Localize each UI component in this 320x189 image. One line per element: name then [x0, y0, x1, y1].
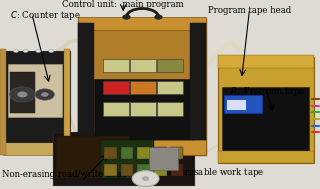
FancyBboxPatch shape [222, 87, 309, 151]
Circle shape [132, 171, 159, 187]
Circle shape [17, 91, 28, 98]
Text: Non-erasing read/write head: Non-erasing read/write head [2, 170, 126, 179]
Text: $P$:  Program tape: $P$: Program tape [230, 85, 306, 98]
FancyBboxPatch shape [0, 49, 6, 155]
Circle shape [142, 177, 149, 180]
FancyBboxPatch shape [104, 147, 117, 159]
Circle shape [123, 15, 130, 19]
FancyBboxPatch shape [157, 102, 183, 116]
FancyBboxPatch shape [190, 23, 206, 140]
FancyBboxPatch shape [121, 164, 133, 176]
FancyBboxPatch shape [218, 151, 314, 163]
FancyBboxPatch shape [130, 102, 156, 116]
FancyBboxPatch shape [171, 147, 183, 159]
FancyBboxPatch shape [78, 19, 206, 155]
FancyBboxPatch shape [154, 147, 167, 159]
FancyBboxPatch shape [3, 51, 70, 142]
Circle shape [155, 15, 162, 19]
FancyBboxPatch shape [103, 59, 129, 72]
FancyBboxPatch shape [224, 94, 262, 113]
Text: Control unit:  main program: Control unit: main program [62, 0, 184, 9]
FancyBboxPatch shape [154, 164, 167, 176]
FancyBboxPatch shape [53, 132, 194, 185]
FancyBboxPatch shape [218, 57, 314, 163]
FancyBboxPatch shape [157, 81, 183, 94]
FancyBboxPatch shape [103, 102, 129, 116]
FancyBboxPatch shape [94, 79, 190, 144]
FancyBboxPatch shape [10, 72, 35, 113]
FancyBboxPatch shape [227, 100, 246, 110]
Text: $C$: Counter tape: $C$: Counter tape [10, 9, 80, 22]
Circle shape [10, 87, 35, 102]
FancyBboxPatch shape [130, 59, 156, 72]
FancyBboxPatch shape [137, 164, 150, 176]
FancyBboxPatch shape [157, 59, 183, 72]
FancyBboxPatch shape [64, 49, 70, 155]
Circle shape [35, 89, 54, 100]
Circle shape [23, 50, 28, 53]
Text: Program tape head: Program tape head [208, 6, 291, 15]
FancyBboxPatch shape [149, 147, 178, 170]
FancyBboxPatch shape [78, 23, 94, 140]
FancyBboxPatch shape [8, 64, 62, 117]
Circle shape [41, 92, 49, 97]
FancyBboxPatch shape [137, 147, 150, 159]
FancyBboxPatch shape [3, 140, 70, 155]
FancyBboxPatch shape [56, 136, 129, 178]
FancyBboxPatch shape [121, 147, 133, 159]
FancyBboxPatch shape [78, 140, 206, 155]
Text: $W$:  Non-erasable work tape: $W$: Non-erasable work tape [141, 166, 264, 179]
FancyBboxPatch shape [101, 140, 154, 178]
Circle shape [36, 50, 41, 53]
Circle shape [13, 50, 19, 53]
FancyBboxPatch shape [103, 81, 129, 94]
FancyBboxPatch shape [78, 17, 206, 30]
FancyBboxPatch shape [104, 164, 117, 176]
FancyBboxPatch shape [218, 55, 314, 68]
Circle shape [49, 50, 54, 53]
FancyBboxPatch shape [171, 164, 183, 176]
FancyBboxPatch shape [130, 81, 156, 94]
